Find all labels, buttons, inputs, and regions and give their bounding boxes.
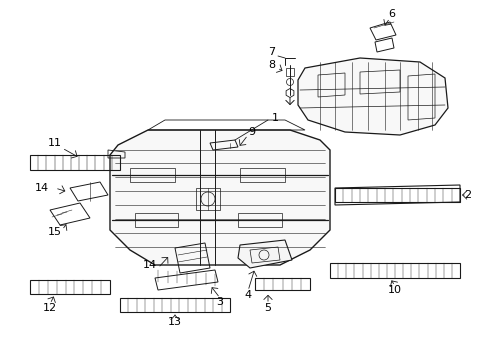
Text: 9: 9: [248, 127, 255, 137]
Text: 3: 3: [216, 297, 223, 307]
Text: 5: 5: [264, 303, 271, 313]
Text: 13: 13: [168, 317, 182, 327]
Text: 14: 14: [35, 183, 49, 193]
Text: 7: 7: [268, 47, 275, 57]
Text: 14: 14: [142, 260, 157, 270]
Polygon shape: [238, 240, 291, 268]
Text: 2: 2: [464, 190, 470, 200]
Polygon shape: [110, 130, 329, 265]
Text: 6: 6: [387, 9, 395, 19]
Text: 8: 8: [268, 60, 275, 70]
Text: 15: 15: [48, 227, 62, 237]
Text: 11: 11: [48, 138, 62, 148]
Text: 12: 12: [43, 303, 57, 313]
Text: 10: 10: [387, 285, 401, 295]
Text: 4: 4: [244, 290, 251, 300]
Text: 1: 1: [271, 113, 278, 123]
Polygon shape: [297, 58, 447, 135]
